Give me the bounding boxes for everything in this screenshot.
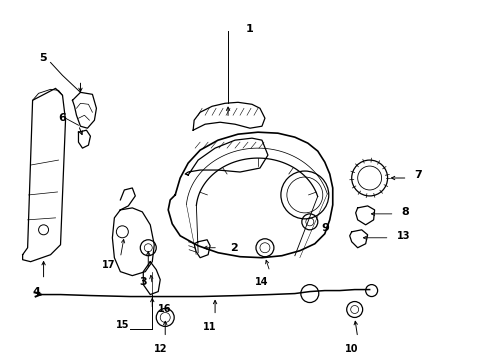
Text: 5: 5 xyxy=(39,54,46,63)
Text: 16: 16 xyxy=(158,305,171,315)
Text: 11: 11 xyxy=(203,323,216,332)
Text: 1: 1 xyxy=(245,24,253,33)
Text: 6: 6 xyxy=(59,113,66,123)
Text: 12: 12 xyxy=(153,345,166,354)
Text: 9: 9 xyxy=(321,223,329,233)
Text: 15: 15 xyxy=(115,320,129,330)
Text: 2: 2 xyxy=(229,243,237,253)
Text: 8: 8 xyxy=(401,207,408,217)
Text: 7: 7 xyxy=(414,170,422,180)
Text: 13: 13 xyxy=(396,231,409,241)
Text: 4: 4 xyxy=(33,287,41,297)
Text: 14: 14 xyxy=(255,276,268,287)
Text: 17: 17 xyxy=(102,260,115,270)
Text: 3: 3 xyxy=(139,276,147,287)
Text: 10: 10 xyxy=(344,345,358,354)
